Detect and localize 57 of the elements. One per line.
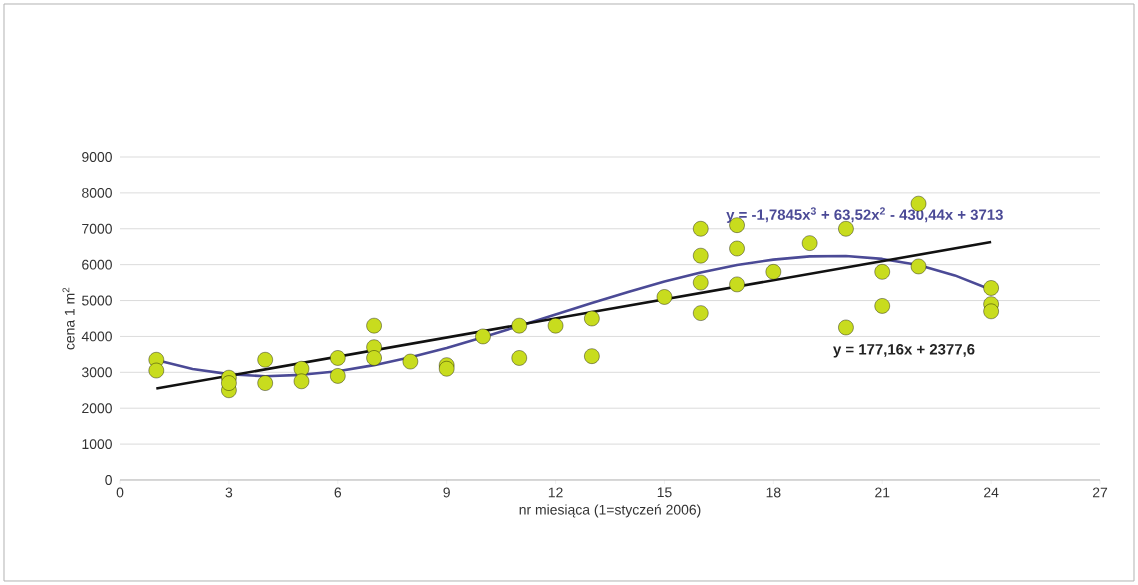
y-tick-label: 5000	[82, 295, 112, 306]
point	[511, 350, 527, 366]
point	[547, 317, 564, 334]
y-tick-label: 9000	[82, 152, 112, 162]
y-tick-label: 2000	[82, 403, 112, 414]
x-tick-label: 3	[225, 487, 233, 498]
point	[693, 305, 709, 321]
point	[693, 274, 709, 291]
point	[874, 264, 890, 280]
y-tick-label: 1000	[82, 439, 112, 450]
point	[729, 240, 745, 257]
point	[330, 368, 346, 384]
point	[729, 276, 745, 293]
annotation: y = 177,16x + 2377,6	[833, 344, 975, 358]
x-tick-label: 0	[116, 487, 124, 498]
y-tick-label: 0	[105, 475, 112, 485]
point	[983, 303, 999, 319]
point	[693, 221, 709, 237]
point	[366, 350, 382, 366]
x-tick-label: 18	[766, 487, 781, 498]
point	[838, 319, 854, 336]
point	[330, 350, 346, 366]
point	[221, 375, 237, 391]
point	[910, 258, 927, 275]
point	[983, 280, 999, 296]
y-tick-label: 6000	[82, 259, 112, 270]
x-tick-label: 15	[657, 487, 672, 498]
point	[765, 264, 782, 280]
point	[293, 373, 310, 389]
y-tick-label: 8000	[82, 187, 112, 198]
point	[148, 362, 164, 379]
x-tick-label: 24	[984, 487, 999, 498]
x-tick-label: 21	[875, 487, 890, 498]
y-tick-label: 4000	[81, 331, 112, 342]
annotation: y = -1,7845x$^{3}$ + 63,52x$^{2}$ - 430,44x + 3713	[726, 207, 1003, 223]
point	[293, 361, 310, 377]
point	[693, 248, 709, 264]
point	[257, 375, 273, 391]
point	[402, 353, 419, 370]
y-tick-label: 3000	[81, 367, 112, 378]
x-tick-label: 27	[1092, 487, 1108, 498]
point	[801, 235, 818, 251]
point	[584, 348, 600, 364]
x-axis-title: nr miesiąca (1=styczeń 2006)	[519, 504, 701, 518]
point	[511, 317, 527, 334]
y-axis-title: cena 1 m$^{2}$	[62, 287, 75, 350]
point	[874, 298, 890, 314]
x-tick-label: 9	[443, 487, 450, 498]
point	[656, 289, 673, 305]
y-tick-label: 7000	[82, 223, 112, 234]
point	[475, 328, 491, 345]
x-tick-label: 12	[548, 487, 563, 498]
point	[366, 317, 382, 334]
point	[584, 310, 600, 327]
point	[439, 361, 455, 377]
point	[257, 352, 273, 368]
x-tick-label: 6	[334, 487, 342, 498]
